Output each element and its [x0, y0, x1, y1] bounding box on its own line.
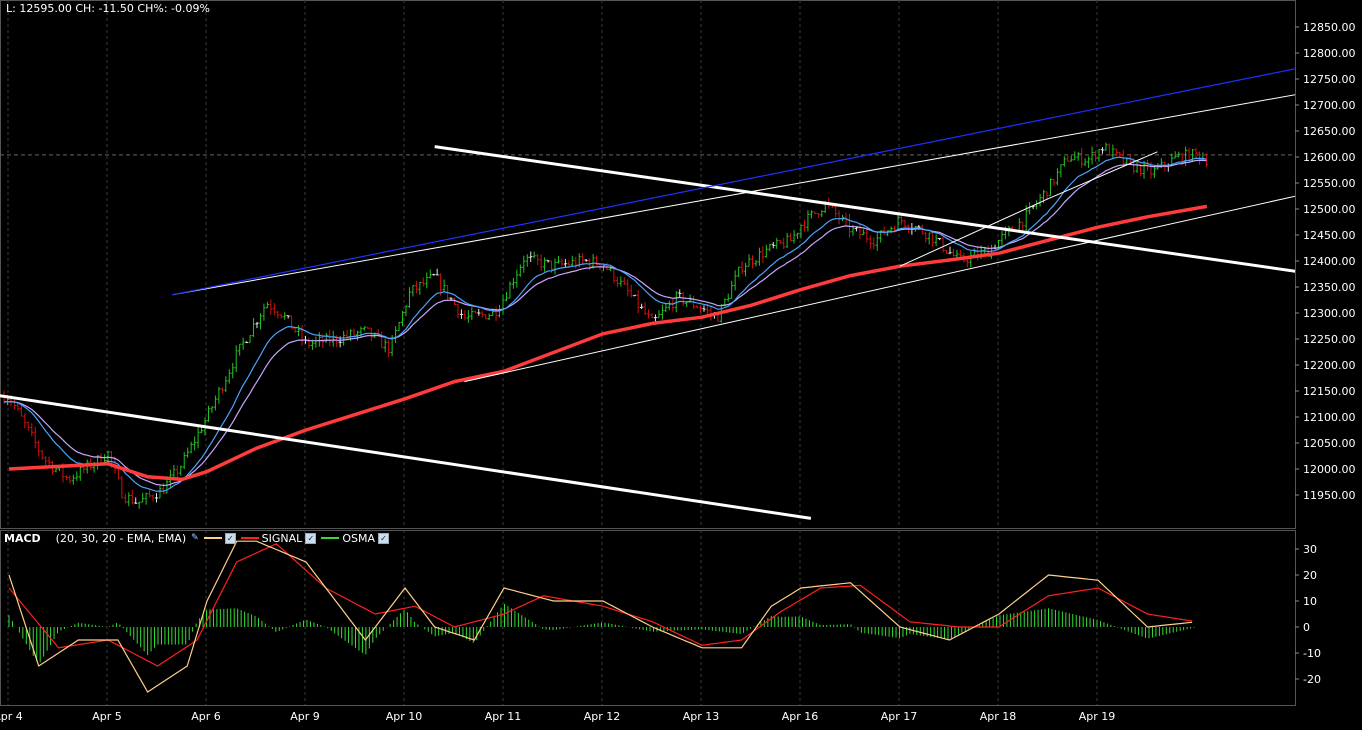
osma-label: OSMA: [342, 531, 375, 545]
x-tick-label: Apr 4: [0, 710, 23, 723]
y-tick-label: 12800.00: [1303, 47, 1356, 60]
macd-panel-border: [0, 530, 1296, 706]
y-tick-label: 12450.00: [1303, 229, 1356, 242]
y-tick-label: 12550.00: [1303, 177, 1356, 190]
signal-line-swatch: [240, 537, 259, 539]
signal-visibility-checkbox[interactable]: ✓: [305, 532, 317, 544]
y-tick-label: 12050.00: [1303, 437, 1356, 450]
osma-visibility-checkbox[interactable]: ✓: [377, 532, 389, 544]
trendline[interactable]: [172, 94, 1296, 296]
macd-y-tick-label: 0: [1303, 621, 1310, 634]
macd-y-tick-label: -10: [1303, 647, 1321, 660]
macd-plot: [8, 540, 1195, 693]
y-tick-label: 12000.00: [1303, 463, 1356, 476]
y-tick-label: 12750.00: [1303, 73, 1356, 86]
legend-item-signal: SIGNAL ✓: [240, 531, 317, 545]
x-tick-label: Apr 19: [1079, 710, 1116, 723]
x-tick-label: Apr 17: [881, 710, 918, 723]
y-tick-label: 12150.00: [1303, 385, 1356, 398]
x-tick-label: Apr 9: [290, 710, 320, 723]
trendline[interactable]: [899, 198, 1049, 267]
macd-y-tick-label: 20: [1303, 569, 1317, 582]
x-tick-label: Apr 6: [191, 710, 221, 723]
legend-item-macd: ✓: [203, 532, 236, 544]
x-tick-label: Apr 10: [386, 710, 423, 723]
pencil-icon[interactable]: ✎: [191, 533, 199, 543]
x-tick-label: Apr 16: [782, 710, 819, 723]
y-tick-label: 12200.00: [1303, 359, 1356, 372]
x-tick-label: Apr 18: [980, 710, 1017, 723]
x-tick-label: Apr 11: [485, 710, 522, 723]
x-tick-label: Apr 12: [584, 710, 621, 723]
y-tick-label: 12850.00: [1303, 21, 1356, 34]
trendline[interactable]: [0, 381, 812, 520]
y-tick-label: 12250.00: [1303, 333, 1356, 346]
macd-line: [8, 540, 1193, 693]
y-tick-label: 12100.00: [1303, 411, 1356, 424]
legend-item-osma: OSMA ✓: [321, 532, 389, 545]
macd-params: (20, 30, 20 - EMA, EMA): [55, 531, 187, 545]
trendline[interactable]: [172, 68, 1296, 296]
signal-line: [8, 543, 1193, 667]
macd-y-tick-label: 10: [1303, 595, 1317, 608]
x-tick-label: Apr 5: [92, 710, 122, 723]
x-tick-label: Apr 13: [683, 710, 720, 723]
y-tick-label: 11950.00: [1303, 489, 1356, 502]
osma-swatch: [321, 537, 340, 539]
macd-line-swatch: [203, 537, 222, 539]
y-tick-label: 12300.00: [1303, 307, 1356, 320]
y-tick-label: 12400.00: [1303, 255, 1356, 268]
trendline[interactable]: [434, 145, 1296, 273]
price-info-readout: L: 12595.00 CH: -11.50 CH%: -0.09%: [6, 2, 210, 15]
trendline[interactable]: [464, 195, 1296, 383]
price-panel-border: [0, 0, 1296, 529]
y-tick-label: 12500.00: [1303, 203, 1356, 216]
macd-indicator-name[interactable]: MACD: [4, 531, 41, 545]
y-tick-label: 12350.00: [1303, 281, 1356, 294]
macd-visibility-checkbox[interactable]: ✓: [224, 532, 236, 544]
ema-fast-line: [3, 156, 1207, 492]
trendline[interactable]: [1048, 151, 1158, 200]
macd-y-tick-label: -20: [1303, 673, 1321, 686]
y-tick-label: 12700.00: [1303, 99, 1356, 112]
macd-legend: MACD (20, 30, 20 - EMA, EMA) ✎ ✓ SIGNAL …: [4, 531, 389, 545]
y-tick-label: 12600.00: [1303, 151, 1356, 164]
signal-label: SIGNAL: [261, 531, 303, 545]
y-tick-label: 12650.00: [1303, 125, 1356, 138]
price-plot: [0, 68, 1296, 520]
macd-y-tick-label: 30: [1303, 543, 1317, 556]
moving-average-line: [8, 204, 1208, 482]
